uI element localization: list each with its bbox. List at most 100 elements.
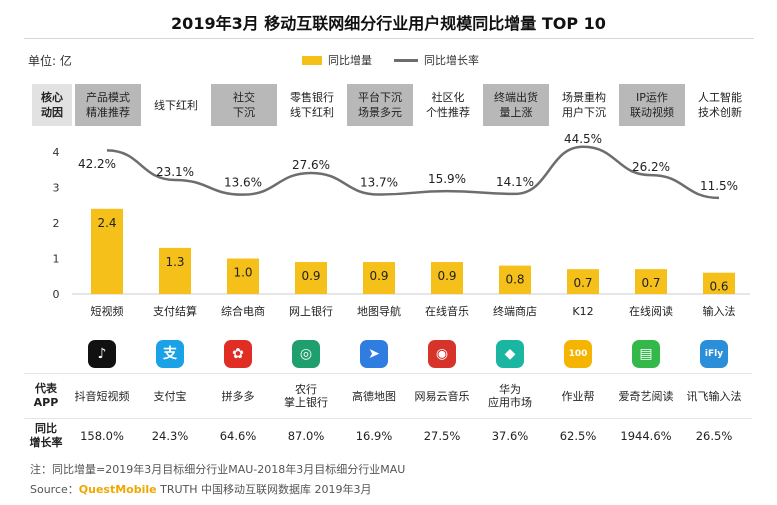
legend-bar-swatch (302, 55, 322, 65)
netease-music-icon: ◉ (428, 340, 456, 368)
growth-rate-label: 11.5% (700, 179, 738, 193)
growth-rate-label: 13.7% (360, 176, 398, 190)
app-icon-cell: 100 (544, 335, 612, 373)
growth-rate-label: 23.1% (156, 165, 194, 179)
app-name: 拼多多 (221, 389, 255, 403)
chart-title: 2019年3月 移动互联网细分行业用户规模同比增量 TOP 10 (171, 14, 606, 33)
app-name: 农行 掌上银行 (284, 383, 328, 409)
bar (567, 269, 599, 294)
driver-cell: IP运作 联动视频 (619, 84, 685, 126)
app-growth: 87.0% (287, 428, 325, 443)
bar-value-label: 1.0 (233, 266, 252, 280)
app-names-row: 代表 APP 抖音短视频 支付宝 拼多多 农行 掌上银行 高德地图 网易云音乐 华为 应用市… (24, 374, 752, 419)
zuoyebang-icon: 100 (564, 340, 592, 368)
driver-cell: 人工智能 技术创新 (687, 84, 753, 126)
unit-label: 单位: 亿 (28, 54, 72, 68)
bar-value-label: 0.9 (369, 269, 388, 283)
growth-rate-label: 44.5% (564, 132, 602, 146)
bar (635, 269, 667, 294)
x-tick-label: 支付结算 (153, 304, 197, 318)
bar (499, 265, 531, 294)
driver-cell: 零售银行 线下红利 (279, 84, 345, 126)
growth-rate-line (106, 145, 720, 200)
bar-value-label: 0.7 (573, 276, 592, 290)
amap-icon: ➤ (360, 340, 388, 368)
y-tick-label: 0 (53, 288, 60, 301)
x-tick-label: 在线阅读 (629, 304, 673, 318)
x-tick-label: 短视频 (91, 304, 124, 318)
x-tick-label: 地图导航 (357, 304, 401, 318)
x-tick-label: 终端商店 (493, 304, 537, 318)
chart-area: 0 1 2 3 4 2.4 短视频 1.3 支付结算 1.0 综合电商 0.9 网上银行 0.9 地图导航 0… (53, 132, 750, 318)
bar (227, 258, 259, 294)
app-icon-cell: ✿ (204, 335, 272, 373)
app-icon-cell: iFly (680, 335, 748, 373)
app-growth: 27.5% (423, 428, 461, 443)
x-tick-label: 网上银行 (289, 304, 333, 318)
alipay-icon: 支 (156, 340, 184, 368)
app-table: ♪ 支 ✿ ◎ ➤ ◉ ◆ 100 ▤ iFly 代表 APP 抖音短视频 支付宝 拼多多 农行 掌上银… (24, 335, 752, 453)
source-brand: QuestMobile (78, 483, 157, 496)
bar-value-label: 0.9 (437, 269, 456, 283)
legend-line-swatch (394, 58, 418, 62)
app-icon-cell: ➤ (340, 335, 408, 373)
legend-line-label: 同比增长率 (424, 54, 479, 67)
tiktok-icon: ♪ (88, 340, 116, 368)
growth-header: 同比 增长率 (29, 422, 63, 449)
driver-cell: 产品模式 精准推荐 (75, 84, 141, 126)
growth-rate-label: 14.1% (496, 175, 534, 189)
app-growth: 26.5% (695, 428, 733, 443)
bar (159, 247, 191, 294)
bar-value-label: 2.4 (97, 216, 116, 230)
source-rest: TRUTH 中国移动互联网数据库 2019年3月 (156, 483, 372, 496)
apps-header: 代表 APP (33, 382, 59, 409)
app-icon-cell: ◆ (476, 335, 544, 373)
growth-rate-label: 15.9% (428, 172, 466, 186)
title-divider (24, 38, 754, 39)
growth-rate-label: 27.6% (292, 158, 330, 172)
app-icon-cell: ◉ (408, 335, 476, 373)
driver-row: 核心 动因 产品模式 精准推荐 线下红利 社交 下沉 零售银行 线下红利 平台下沉 场景… (32, 84, 755, 126)
x-tick-label: K12 (572, 305, 593, 318)
abc-bank-icon: ◎ (292, 340, 320, 368)
bar-value-label: 0.7 (641, 276, 660, 290)
app-growth: 16.9% (355, 428, 393, 443)
bar (703, 272, 735, 294)
footnote: 注：同比增量=2019年3月目标细分行业MAU-2018年3月目标细分行业MAU (30, 463, 406, 476)
app-name: 讯飞输入法 (686, 389, 742, 403)
y-tick-label: 1 (53, 253, 60, 266)
driver-cell: 终端出货 量上涨 (483, 84, 549, 126)
driver-cell: 线下红利 (143, 84, 209, 126)
bar-value-label: 1.3 (165, 255, 184, 269)
iflytek-input-icon: iFly (700, 340, 728, 368)
driver-cell: 社交 下沉 (211, 84, 277, 126)
driver-cell: 社区化 个性推荐 (415, 84, 481, 126)
driver-header: 核心 动因 (32, 84, 72, 126)
app-name: 网易云音乐 (414, 389, 470, 403)
app-name: 抖音短视频 (74, 389, 130, 403)
app-growth: 64.6% (219, 428, 257, 443)
driver-cell: 场景重构 用户下沉 (551, 84, 617, 126)
app-growth: 37.6% (491, 428, 529, 443)
app-growth: 62.5% (559, 428, 597, 443)
bar (91, 208, 123, 294)
app-growth: 1944.6% (620, 428, 672, 443)
bar-value-label: 0.9 (301, 269, 320, 283)
app-name: 作业帮 (561, 389, 595, 403)
app-name: 高德地图 (352, 389, 396, 403)
app-name: 支付宝 (153, 389, 187, 403)
legend-bar-label: 同比增量 (328, 54, 372, 67)
bar-value-label: 0.8 (505, 273, 524, 287)
source-prefix: Source： (30, 483, 79, 496)
app-icon-cell: ▤ (612, 335, 680, 373)
legend: 同比增量 同比增长率 (302, 52, 479, 68)
icons-row-header (24, 335, 68, 373)
app-name: 爱奇艺阅读 (618, 389, 674, 403)
growth-rate-label: 13.6% (224, 176, 262, 190)
bar (431, 262, 463, 294)
x-tick-label: 输入法 (703, 304, 736, 318)
growth-rate-label: 42.2% (78, 157, 116, 171)
app-growth: 24.3% (151, 428, 189, 443)
bar (295, 262, 327, 294)
app-growth: 158.0% (80, 428, 124, 443)
